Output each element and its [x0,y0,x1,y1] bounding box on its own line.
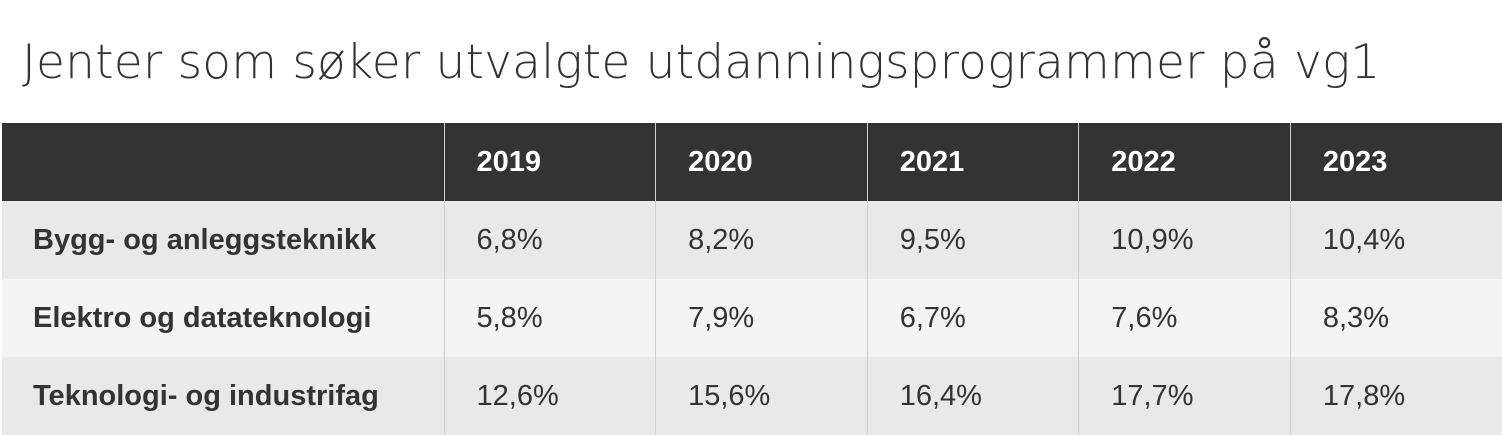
table-row: Elektro og datateknologi 5,8% 7,9% 6,7% … [2,279,1502,357]
table-cell: 10,9% [1078,201,1291,279]
table-cell: 6,8% [443,201,656,279]
header-cell-2023: 2023 [1289,123,1502,201]
table-cell: 8,2% [655,201,868,279]
header-cell-2021: 2021 [866,123,1079,201]
header-cell-label [2,123,444,201]
table-cell: 7,6% [1078,279,1291,357]
table-cell: 10,4% [1289,201,1502,279]
row-label: Elektro og datateknologi [33,301,372,334]
table-cell: 17,7% [1078,357,1291,435]
row-label: Teknologi- og industrifag [33,379,379,412]
table-cell: 9,5% [866,201,1079,279]
page-title: Jenter som søker utvalgte utdanningsprog… [22,35,1381,90]
row-label: Bygg- og anleggsteknikk [33,223,377,256]
table-row: Bygg- og anleggsteknikk 6,8% 8,2% 9,5% 1… [2,201,1502,279]
table-cell: 6,7% [866,279,1079,357]
table-row: Teknologi- og industrifag 12,6% 15,6% 16… [2,357,1502,435]
header-cell-2020: 2020 [655,123,868,201]
table-cell: 17,8% [1289,357,1502,435]
table-cell: 12,6% [443,357,656,435]
header-cell-2022: 2022 [1078,123,1291,201]
data-table: 2019 2020 2021 2022 2023 Bygg- og anlegg… [2,123,1502,435]
table-cell: 8,3% [1289,279,1502,357]
table-cell: 15,6% [655,357,868,435]
table-cell: 5,8% [443,279,656,357]
table-cell: 7,9% [655,279,868,357]
header-cell-2019: 2019 [443,123,656,201]
table-header-row: 2019 2020 2021 2022 2023 [2,123,1502,201]
table-cell: 16,4% [866,357,1079,435]
